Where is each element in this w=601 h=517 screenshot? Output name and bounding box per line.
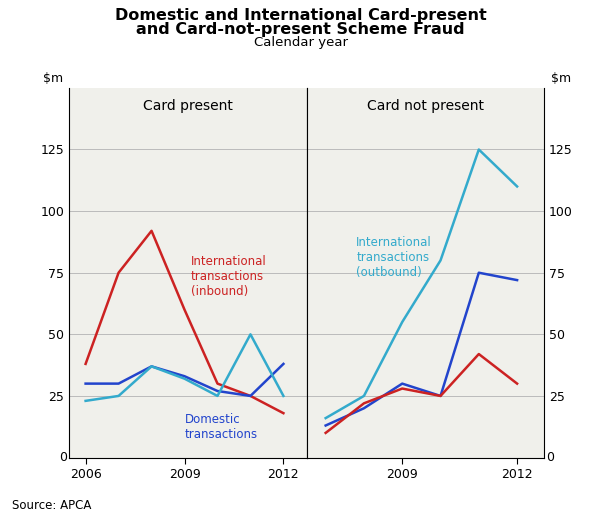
Text: and Card-not-present Scheme Fraud: and Card-not-present Scheme Fraud <box>136 22 465 37</box>
Text: Calendar year: Calendar year <box>254 36 347 49</box>
Text: International
transactions
(inbound): International transactions (inbound) <box>191 255 267 298</box>
Text: Domestic and International Card-present: Domestic and International Card-present <box>115 8 486 23</box>
Text: 0: 0 <box>546 451 554 464</box>
Text: Card not present: Card not present <box>367 99 484 113</box>
Text: International
transactions
(outbound): International transactions (outbound) <box>356 236 432 279</box>
Text: $m: $m <box>43 72 63 85</box>
Text: $m: $m <box>551 72 571 85</box>
Text: Domestic
transactions: Domestic transactions <box>185 413 258 441</box>
Text: 0: 0 <box>59 451 67 464</box>
Text: Card present: Card present <box>143 99 233 113</box>
Text: Source: APCA: Source: APCA <box>12 499 91 512</box>
